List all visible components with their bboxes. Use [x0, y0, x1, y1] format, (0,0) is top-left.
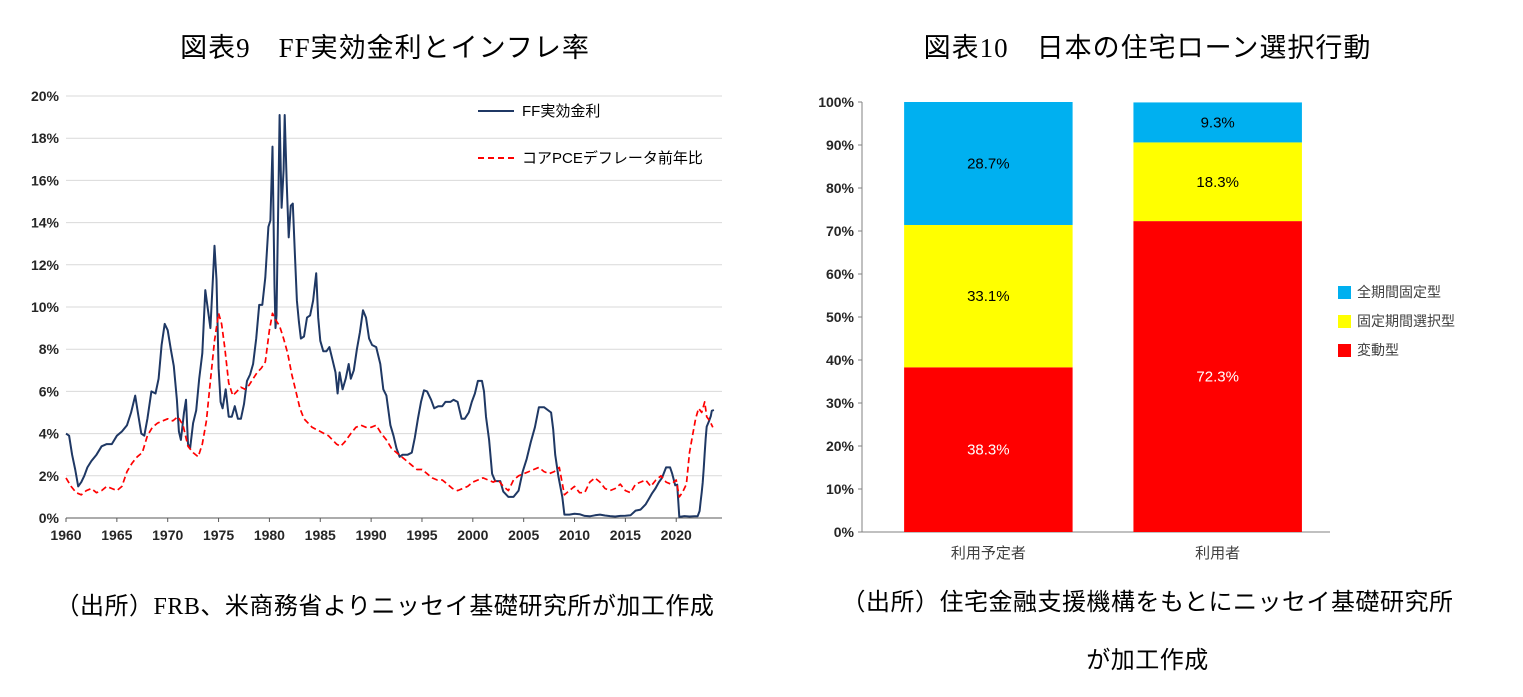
mortgage-stacked-bar-chart: 0% 10% 20% 30% 40% 50% 60% 70% 80% 90% 100% 38.3% 33…	[818, 94, 1330, 562]
y-tick-label: 4%	[39, 426, 60, 442]
y-tick-label: 40%	[826, 352, 855, 368]
y-tick-label: 6%	[39, 383, 60, 399]
bar-segment	[904, 102, 1073, 225]
x-tick-label: 1995	[406, 527, 437, 543]
bar-segment	[1133, 102, 1302, 143]
y-tick-label: 20%	[31, 88, 60, 104]
core-pce-dashed-line-swatch	[478, 156, 514, 159]
y-tick-label: 30%	[826, 395, 855, 411]
fixed-period-select-swatch	[1338, 314, 1351, 328]
y-tick-label: 90%	[826, 137, 855, 153]
x-tick-label: 1990	[356, 527, 387, 543]
bar-value-label: 72.3%	[1196, 369, 1239, 386]
legend-item-ff-rate: FF実効金利	[478, 100, 703, 121]
y-tick-label: 80%	[826, 180, 855, 196]
y-tick-label: 100%	[818, 94, 854, 110]
y-tick-label: 20%	[826, 438, 855, 454]
x-tick-label: 2015	[610, 527, 641, 543]
y-tick-label: 10%	[826, 481, 855, 497]
y-tick-label: 12%	[31, 257, 60, 273]
x-tick-label: 1975	[203, 527, 234, 543]
y-tick-label: 14%	[31, 215, 60, 231]
bar-value-label: 18.3%	[1196, 174, 1239, 191]
variable-rate-swatch	[1338, 343, 1351, 357]
category-label: 利用予定者	[951, 545, 1026, 562]
legend-label-ff-rate: FF実効金利	[522, 103, 601, 120]
y-tick-label: 50%	[826, 309, 855, 325]
x-tick-label: 1980	[254, 527, 285, 543]
panel-mortgage-chart: 図表10 日本の住宅ローン選択行動 0% 10% 20% 30% 40% 50% 60% 70…	[780, 0, 1515, 697]
x-tick-label: 1985	[305, 527, 336, 543]
panel-ff-inflation-chart: 図表9 FF実効金利とインフレ率 0% 2% 4% 6% 8% 10% 12% 14% 16% 1…	[10, 0, 760, 697]
right-chart-title: 図表10 日本の住宅ローン選択行動	[923, 33, 1372, 63]
bar-segment	[1133, 221, 1302, 533]
x-tick-label: 2005	[508, 527, 539, 543]
y-tick-label: 10%	[31, 299, 60, 315]
x-tick-label: 2020	[661, 527, 692, 543]
legend-label-core-pce: コアPCEデフレータ前年比	[522, 150, 703, 167]
y-tick-label: 8%	[39, 341, 60, 357]
core-pce-series-line	[65, 312, 714, 498]
y-tick-label: 0%	[39, 510, 60, 526]
y-tick-label: 18%	[31, 130, 60, 146]
y-tick-label: 0%	[834, 524, 855, 540]
x-tick-label: 2000	[457, 527, 488, 543]
bar-value-label: 33.1%	[967, 288, 1010, 305]
y-tick-label: 70%	[826, 223, 855, 239]
y-tick-label: 2%	[39, 468, 60, 484]
bar-value-label: 38.3%	[967, 442, 1010, 459]
legend-label-variable: 変動型	[1357, 342, 1399, 358]
right-source-note-line2: が加工作成	[1086, 648, 1209, 674]
legend-label-full-term-fixed: 全期間固定型	[1357, 284, 1441, 300]
bar-segment	[904, 224, 1073, 368]
x-tick-label: 1970	[152, 527, 183, 543]
legend-label-fixed-period-select: 固定期間選択型	[1357, 313, 1455, 329]
bar-value-label: 28.7%	[967, 155, 1010, 172]
legend-item-full-term-fixed: 全期間固定型	[1338, 282, 1455, 302]
ff-rate-line-swatch	[478, 109, 514, 112]
bar-segment	[1133, 142, 1302, 222]
left-source-note: （出所）FRB、米商務省よりニッセイ基礎研究所が加工作成	[55, 594, 715, 620]
y-tick-label: 60%	[826, 266, 855, 282]
category-label: 利用者	[1195, 545, 1240, 562]
bar-value-label: 9.3%	[1201, 114, 1235, 131]
ff-rate-series-line	[65, 114, 715, 518]
line-chart-legend: FF実効金利 コアPCEデフレータ前年比	[478, 100, 703, 168]
legend-item-core-pce: コアPCEデフレータ前年比	[478, 147, 703, 168]
x-tick-label: 1965	[101, 527, 132, 543]
right-source-note-line1: （出所）住宅金融支援機構をもとにニッセイ基礎研究所	[841, 590, 1454, 616]
y-tick-label: 16%	[31, 172, 60, 188]
bar-chart-legend: 全期間固定型 固定期間選択型 変動型	[1338, 282, 1455, 360]
ff-inflation-line-chart: 0% 2% 4% 6% 8% 10% 12% 14% 16% 18% 20% 1960 1965 1970…	[31, 88, 722, 543]
legend-item-variable: 変動型	[1338, 340, 1455, 360]
x-tick-label: 1960	[50, 527, 81, 543]
full-term-fixed-swatch	[1338, 285, 1351, 299]
bar-segment	[904, 367, 1073, 532]
x-tick-label: 2010	[559, 527, 590, 543]
left-chart-title: 図表9 FF実効金利とインフレ率	[180, 33, 590, 63]
legend-item-fixed-period-select: 固定期間選択型	[1338, 311, 1455, 331]
